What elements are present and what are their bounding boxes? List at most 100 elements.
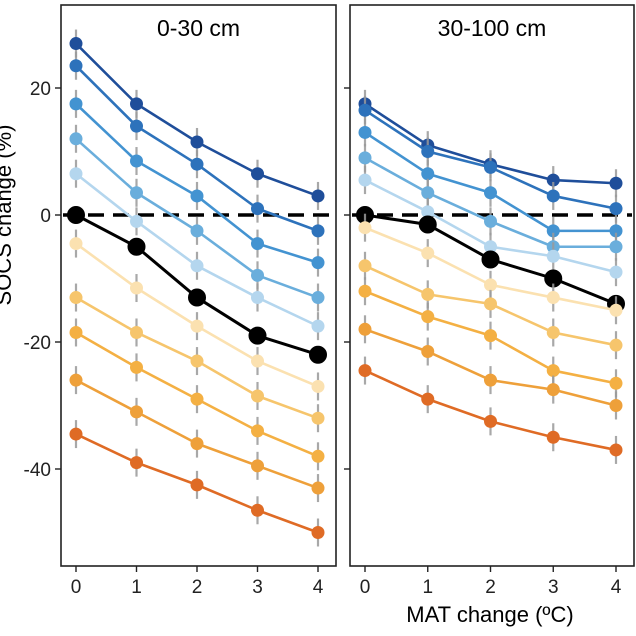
- series-s5: [69, 159, 325, 341]
- data-point: [546, 383, 560, 397]
- series-s7: [69, 283, 325, 433]
- data-point: [190, 354, 204, 368]
- data-point: [484, 160, 497, 174]
- series-s10: [69, 420, 325, 547]
- data-point: [130, 119, 143, 133]
- data-point: [69, 59, 83, 73]
- series-s5: [358, 166, 623, 287]
- data-point: [609, 399, 623, 412]
- y-tick-label: -40: [24, 460, 51, 481]
- data-point: [69, 291, 83, 305]
- data-point: [484, 297, 497, 311]
- data-point: [421, 145, 435, 158]
- data-point: [609, 176, 623, 190]
- data-point: [484, 214, 497, 228]
- y-tick-label: 20: [30, 79, 51, 100]
- data-point: [421, 167, 435, 181]
- data-point: [546, 364, 560, 378]
- data-point: [69, 167, 83, 181]
- data-point: [484, 186, 497, 200]
- data-point: [127, 237, 146, 256]
- data-point: [311, 379, 325, 393]
- data-point: [130, 186, 143, 200]
- series-s3: [69, 89, 325, 277]
- data-point: [484, 329, 497, 343]
- data-point: [484, 373, 497, 387]
- data-point: [546, 189, 560, 203]
- data-point: [251, 167, 264, 181]
- data-point: [546, 249, 560, 263]
- data-point: [421, 205, 435, 219]
- data-point: [358, 173, 372, 187]
- data-point: [190, 259, 204, 273]
- data-point: [311, 291, 325, 305]
- data-point: [69, 97, 83, 111]
- data-point: [609, 303, 623, 317]
- data-point: [130, 154, 143, 168]
- data-point: [251, 202, 264, 216]
- data-point: [546, 173, 560, 187]
- data-point: [190, 157, 204, 171]
- data-point: [190, 189, 204, 203]
- data-point: [311, 189, 325, 203]
- data-point: [251, 354, 264, 368]
- data-point: [546, 430, 560, 444]
- data-point: [609, 240, 623, 254]
- data-point: [358, 322, 372, 336]
- data-point: [358, 103, 372, 117]
- data-point: [358, 284, 372, 298]
- data-point: [251, 459, 264, 473]
- data-point: [251, 237, 264, 251]
- data-point: [609, 265, 623, 279]
- data-point: [190, 319, 204, 333]
- data-point: [130, 97, 143, 111]
- data-point: [251, 389, 264, 403]
- chart-panels: 0-30 cm 20 0 -20 -40 0 1 2 3 4 30-100 cm 0 1 2 3 4: [24, 4, 635, 598]
- data-point: [130, 405, 143, 419]
- data-point: [67, 206, 85, 224]
- series-s4: [358, 143, 623, 261]
- panel-frame: [60, 4, 337, 567]
- data-point: [311, 224, 325, 238]
- x-tick-label: 3: [548, 577, 559, 598]
- data-point: [609, 376, 623, 390]
- series-s6: [358, 213, 623, 325]
- data-point: [421, 246, 435, 260]
- data-point: [421, 392, 435, 406]
- data-point: [421, 310, 435, 324]
- data-point: [609, 443, 623, 457]
- data-point: [190, 135, 204, 149]
- data-point: [251, 291, 264, 305]
- y-axis-label: SOCS change (%): [0, 125, 16, 306]
- data-point: [358, 364, 372, 378]
- data-point: [190, 437, 204, 451]
- data-point: [358, 259, 372, 273]
- data-point: [546, 291, 560, 305]
- x-tick-label: 2: [192, 577, 203, 598]
- series-s8: [69, 318, 325, 471]
- data-point: [311, 411, 325, 425]
- data-point: [248, 326, 267, 345]
- data-point: [421, 287, 435, 301]
- series-s7: [358, 251, 623, 360]
- series-s9: [69, 366, 325, 503]
- data-point: [69, 132, 83, 146]
- data-point: [251, 424, 264, 438]
- series-s2: [69, 51, 325, 245]
- data-point: [190, 224, 204, 238]
- data-point: [69, 373, 83, 387]
- series-mean: [67, 206, 327, 364]
- data-point: [69, 37, 83, 51]
- series-s9: [358, 315, 623, 420]
- data-point: [69, 237, 83, 251]
- series-s8: [358, 277, 623, 398]
- data-point: [251, 503, 264, 517]
- data-point: [418, 215, 437, 234]
- panel-title: 0-30 cm: [157, 15, 240, 41]
- x-tick-label: 2: [485, 577, 496, 598]
- data-point: [309, 345, 327, 364]
- x-tick-label: 4: [313, 577, 324, 598]
- data-point: [358, 151, 372, 165]
- data-point: [546, 325, 560, 339]
